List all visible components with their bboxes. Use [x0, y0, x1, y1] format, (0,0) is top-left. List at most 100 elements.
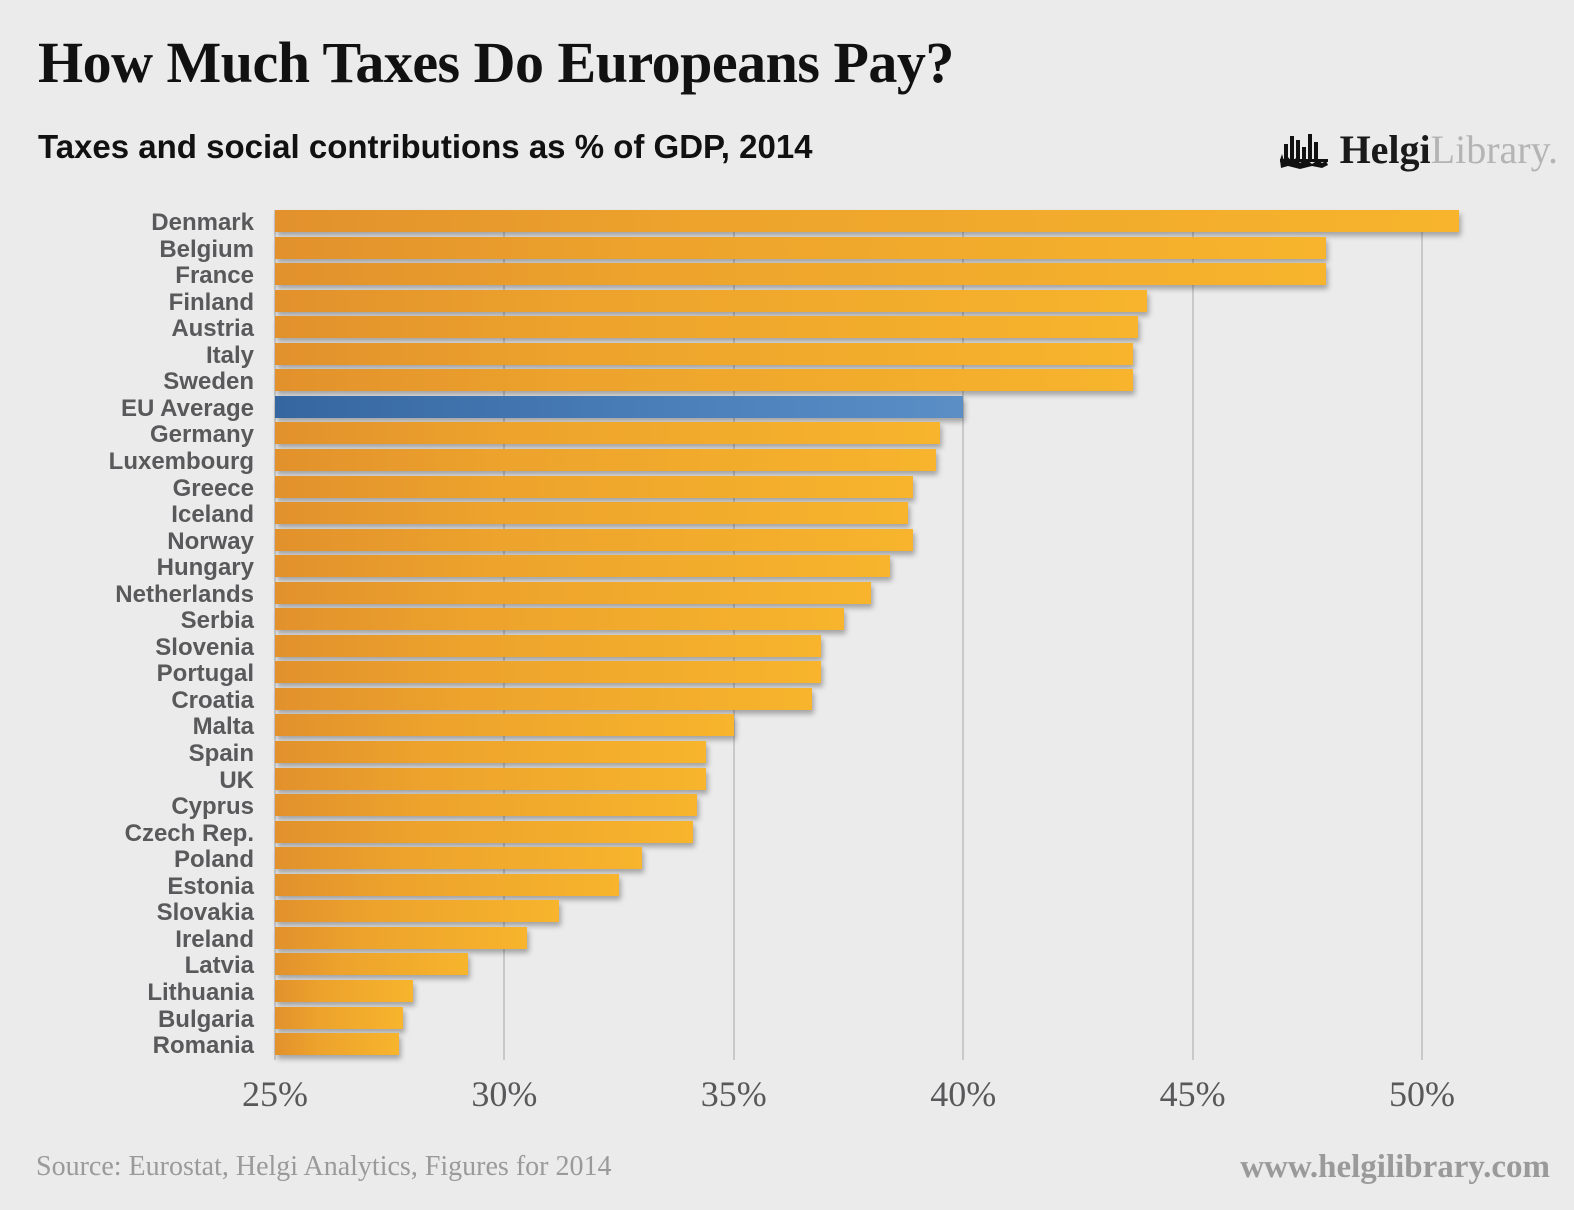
bar-row: Ireland	[0, 925, 1574, 954]
bar-row: Romania	[0, 1033, 1574, 1060]
bar-row: Austria	[0, 316, 1574, 343]
bar-serbia[interactable]	[275, 608, 844, 631]
bar-finland[interactable]	[275, 289, 1147, 312]
bar-label-finland: Finland	[168, 288, 254, 316]
bar-label-lithuania: Lithuania	[147, 978, 254, 1006]
bar-label-uk: UK	[219, 766, 254, 794]
bar-row: Portugal	[0, 661, 1574, 688]
bar-greece[interactable]	[275, 475, 913, 498]
bar-label-france: France	[175, 262, 254, 290]
bar-row: Hungary	[0, 555, 1574, 582]
bar-row: Slovakia	[0, 900, 1574, 927]
bar-label-denmark: Denmark	[151, 209, 254, 236]
bar-netherlands[interactable]	[275, 581, 872, 604]
chart-subtitle: Taxes and social contributions as % of G…	[38, 128, 813, 165]
bar-sweden[interactable]	[275, 369, 1133, 392]
bar-row: Germany	[0, 422, 1574, 449]
bar-italy[interactable]	[275, 342, 1133, 365]
bar-eu-average[interactable]	[275, 395, 964, 418]
bar-label-poland: Poland	[173, 846, 254, 874]
bar-label-spain: Spain	[188, 740, 254, 767]
bar-row: Croatia	[0, 686, 1574, 715]
bar-row: Netherlands	[0, 581, 1574, 609]
bar-bulgaria[interactable]	[275, 1006, 404, 1029]
bar-denmark[interactable]	[275, 210, 1459, 232]
x-axis-tick-labels: 25% 30% 35% 40% 45% 50%	[0, 1072, 1574, 1132]
x-tick-label: 40%	[930, 1074, 997, 1114]
page-title: How Much Taxes Do Europeans Pay?	[38, 30, 954, 95]
bar-label-estonia: Estonia	[167, 872, 254, 900]
website-url: www.helgilibrary.com	[1240, 1149, 1550, 1185]
bar-label-slovakia: Slovakia	[156, 899, 254, 927]
bar-label-romania: Romania	[152, 1032, 254, 1060]
x-tick-label: 50%	[1389, 1074, 1455, 1114]
logo-text-library: Library.	[1430, 127, 1558, 172]
bar-austria[interactable]	[275, 316, 1138, 339]
bar-label-eu-average: EU Average	[121, 394, 254, 422]
bar-row: Latvia	[0, 953, 1574, 980]
bar-label-luxembourg: Luxembourg	[108, 447, 254, 475]
bar-label-ireland: Ireland	[175, 925, 254, 953]
bar-label-germany: Germany	[149, 421, 254, 449]
x-tick-label: 45%	[1159, 1074, 1226, 1114]
bar-row: Cyprus	[0, 794, 1574, 821]
bar-croatia[interactable]	[275, 687, 812, 710]
bar-label-cyprus: Cyprus	[171, 793, 254, 821]
bar-latvia[interactable]	[275, 953, 468, 976]
bar-row: France	[0, 263, 1574, 290]
helgi-library-logo: HelgiLibrary.	[1278, 122, 1558, 178]
bar-row: Finland	[0, 288, 1574, 317]
bar-row: Poland	[0, 847, 1574, 874]
bar-row: Lithuania	[0, 978, 1574, 1007]
bar-row: Serbia	[0, 608, 1574, 635]
bar-row: Estonia	[0, 872, 1574, 901]
bar-label-portugal: Portugal	[156, 660, 254, 688]
logo-wordmark: HelgiLibrary.	[1340, 130, 1558, 170]
bar-iceland[interactable]	[275, 502, 909, 525]
bar-label-belgium: Belgium	[159, 235, 254, 263]
bar-row: EU Average	[0, 394, 1574, 423]
bar-germany[interactable]	[275, 422, 941, 445]
bar-estonia[interactable]	[275, 873, 620, 896]
x-tick-label: 35%	[700, 1074, 767, 1114]
chart-bars: Denmark Belgium France Finland Austria Italy S…	[0, 210, 1574, 1060]
bar-hungary[interactable]	[275, 555, 890, 578]
bar-malta[interactable]	[275, 714, 734, 737]
bar-ireland[interactable]	[275, 926, 528, 949]
bar-label-malta: Malta	[192, 713, 254, 741]
bar-romania[interactable]	[275, 1033, 399, 1056]
bar-portugal[interactable]	[275, 661, 821, 684]
bar-cyprus[interactable]	[275, 794, 698, 817]
chart-footer: Source: Eurostat, Helgi Analytics, Figur…	[0, 1149, 1574, 1210]
bar-lithuania[interactable]	[275, 979, 413, 1002]
bar-label-hungary: Hungary	[156, 554, 254, 582]
bar-label-serbia: Serbia	[180, 607, 254, 635]
x-tick-label: 30%	[471, 1074, 538, 1114]
bar-row: Denmark	[0, 210, 1574, 237]
bar-label-czech-rep: Czech Rep.	[124, 819, 254, 847]
bar-norway[interactable]	[275, 528, 913, 551]
bar-row: Luxembourg	[0, 447, 1574, 476]
bar-czech-rep[interactable]	[275, 820, 693, 843]
bar-france[interactable]	[275, 263, 1326, 286]
chart-header: How Much Taxes Do Europeans Pay? Taxes a…	[0, 0, 1574, 196]
bar-chart-logo-icon	[1278, 130, 1330, 170]
bar-row: UK	[0, 766, 1574, 795]
bar-slovenia[interactable]	[275, 634, 821, 657]
bar-uk[interactable]	[275, 767, 707, 790]
bar-row: Slovenia	[0, 634, 1574, 662]
bar-poland[interactable]	[275, 847, 643, 870]
bar-row: Bulgaria	[0, 1006, 1574, 1034]
bar-slovakia[interactable]	[275, 900, 560, 923]
chart-plot-area: Denmark Belgium France Finland Austria Italy S…	[0, 210, 1574, 1060]
bar-belgium[interactable]	[275, 236, 1326, 259]
bar-luxembourg[interactable]	[275, 448, 936, 471]
bar-label-croatia: Croatia	[171, 686, 254, 714]
bar-label-greece: Greece	[172, 474, 254, 502]
bar-row: Spain	[0, 741, 1574, 768]
bar-label-iceland: Iceland	[171, 501, 254, 529]
x-tick-label: 25%	[242, 1074, 308, 1114]
bar-row: Belgium	[0, 235, 1574, 264]
bar-spain[interactable]	[275, 741, 707, 763]
bar-row: Italy	[0, 342, 1574, 370]
